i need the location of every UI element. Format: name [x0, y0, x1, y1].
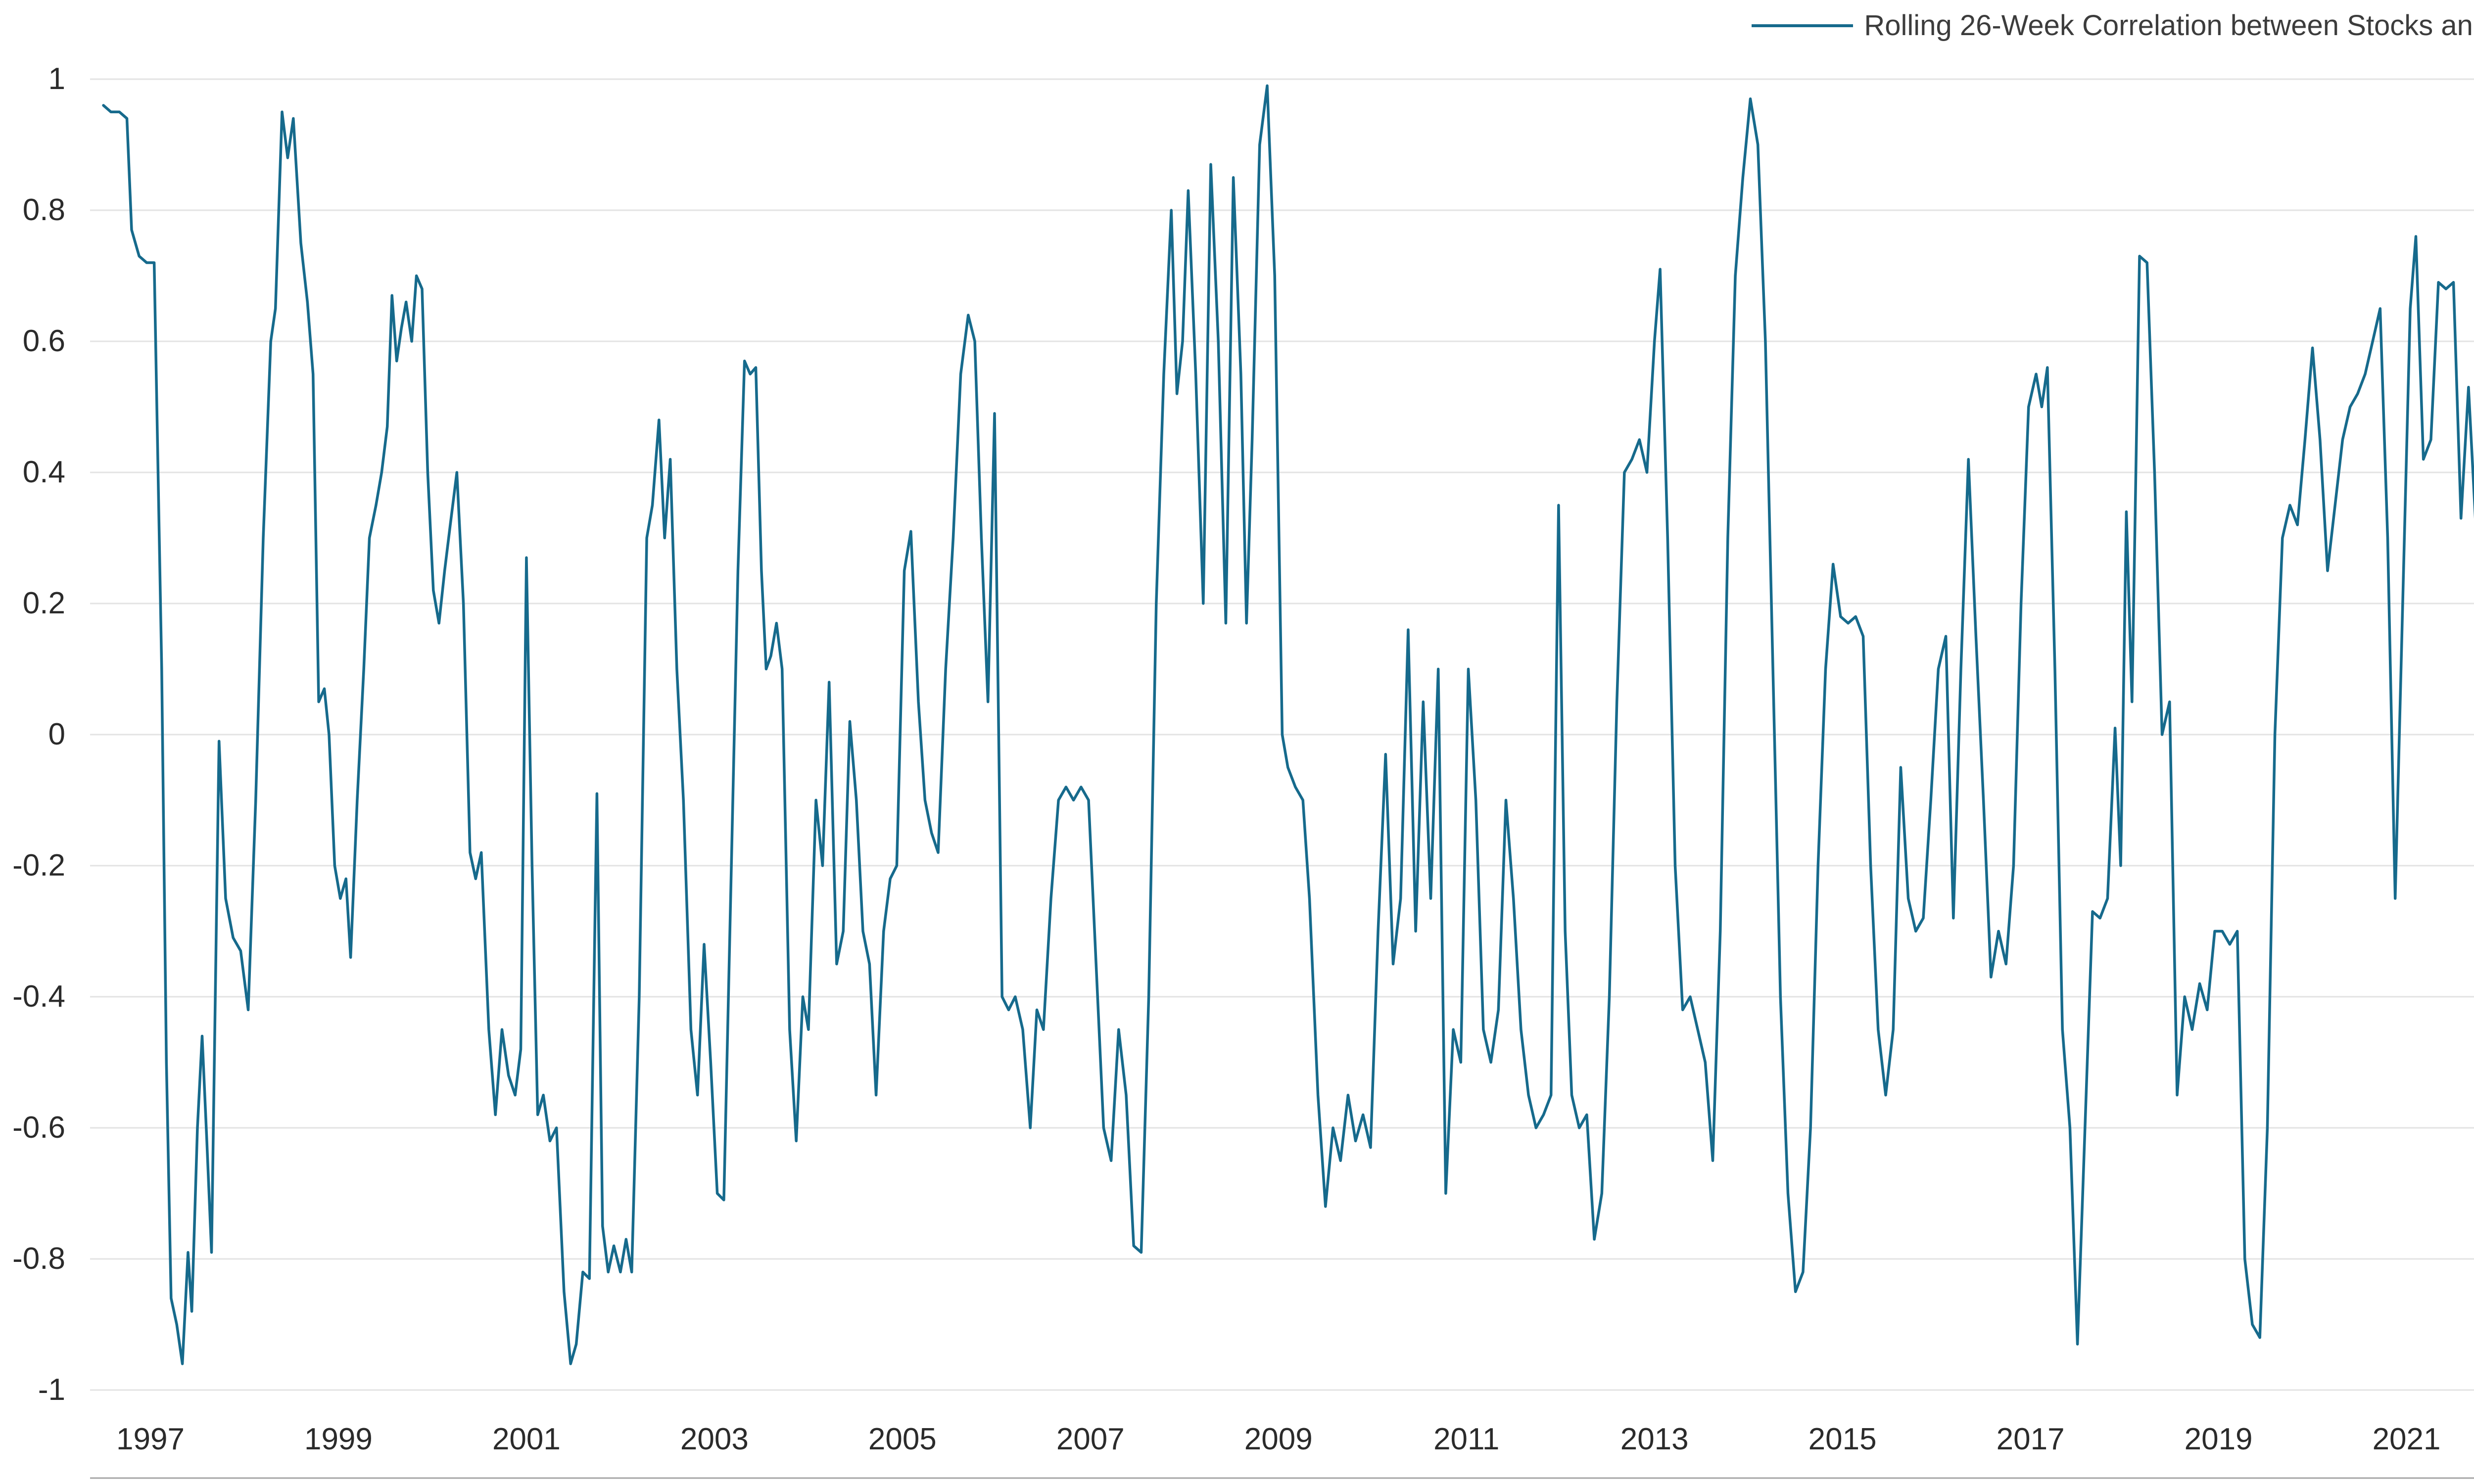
- legend: Rolling 26-Week Correlation between Stoc…: [1752, 9, 2474, 42]
- y-tick-label: -0.6: [12, 1111, 65, 1145]
- x-tick-label: 2013: [1620, 1422, 1689, 1456]
- x-tick-label: 2015: [1808, 1422, 1877, 1456]
- legend-item-correlation[interactable]: Rolling 26-Week Correlation between Stoc…: [1752, 9, 2474, 42]
- x-tick-label: 2005: [868, 1422, 937, 1456]
- series-line: [102, 84, 2474, 1365]
- x-tick-label: 2003: [680, 1422, 749, 1456]
- y-tick-label: 0.4: [23, 455, 65, 489]
- y-tick-label: -0.8: [12, 1242, 65, 1276]
- y-tick-label: 0: [48, 717, 65, 751]
- x-tick-label: 2019: [2185, 1422, 2253, 1456]
- legend-line-swatch: [1752, 24, 1854, 27]
- legend-label: Rolling 26-Week Correlation between Stoc…: [1864, 9, 2474, 42]
- x-tick-label: 2007: [1056, 1422, 1125, 1456]
- y-tick-label: -0.2: [12, 848, 65, 882]
- x-tick-label: 2011: [1433, 1422, 1499, 1456]
- y-tick-label: 0.8: [23, 193, 65, 227]
- y-tick-label: 0.2: [23, 586, 65, 620]
- x-tick-label: 2001: [492, 1422, 561, 1456]
- y-tick-label: 1: [48, 62, 65, 96]
- x-tick-label: 1997: [116, 1422, 185, 1456]
- y-tick-label: -0.4: [12, 979, 65, 1014]
- x-tick-label: 2009: [1244, 1422, 1313, 1456]
- x-tick-label: 2017: [1997, 1422, 2065, 1456]
- y-tick-label: -1: [38, 1373, 65, 1407]
- x-tick-label: 2021: [2373, 1422, 2441, 1456]
- x-tick-label: 1999: [304, 1422, 373, 1456]
- y-tick-label: 0.6: [23, 324, 65, 358]
